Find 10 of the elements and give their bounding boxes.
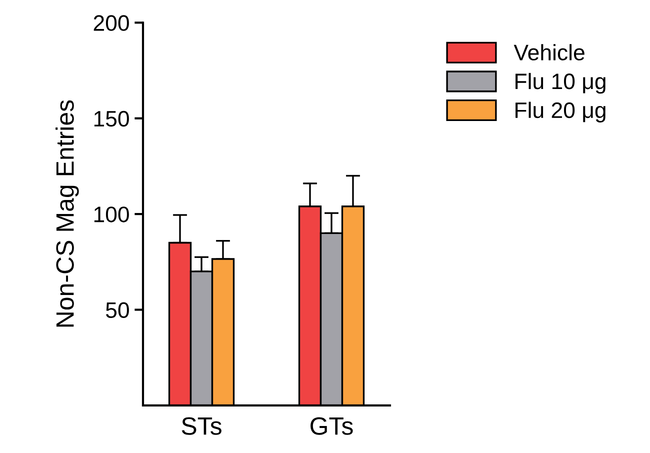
legend-label: Flu 10 μg bbox=[516, 72, 606, 94]
x-tick-label: STs bbox=[182, 417, 222, 435]
y-axis-title: Non-CS Mag Entries bbox=[56, 100, 79, 327]
legend-label: Vehicle bbox=[514, 44, 584, 60]
y-tick-label: 50 bbox=[106, 302, 129, 318]
y-tick-label: 150 bbox=[94, 110, 129, 127]
legend-label: Flu 20 μg bbox=[516, 102, 606, 122]
y-tick-label: 100 bbox=[94, 206, 129, 222]
x-tick-label: GTs bbox=[310, 417, 353, 435]
y-tick-label: 200 bbox=[94, 15, 129, 31]
